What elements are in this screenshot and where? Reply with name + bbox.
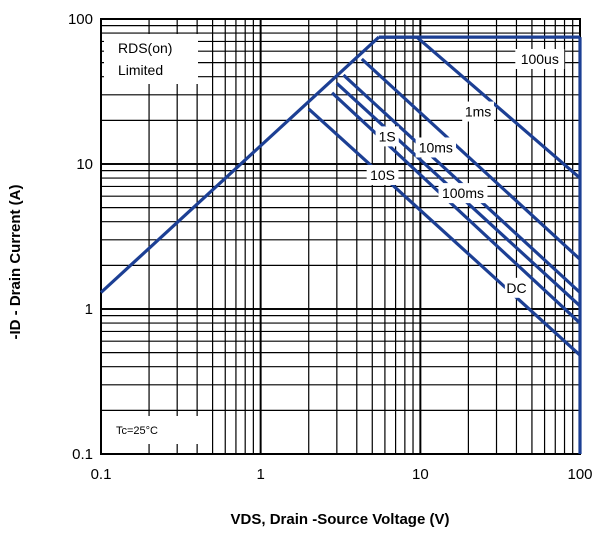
rds-label-line1: RDS(on) (118, 40, 172, 56)
curves (99, 35, 582, 454)
curve-label-10s: 10S (370, 167, 395, 183)
y-tick-label: 10 (76, 156, 93, 173)
soa-curve-dc (307, 107, 582, 357)
x-axis-title: VDS, Drain -Source Voltage (V) (231, 511, 450, 528)
y-tick-label: 1 (85, 301, 93, 318)
y-tick-label: 100 (68, 11, 93, 28)
curve-label-bg-1ms (462, 101, 494, 122)
soa-curve-rds-on-limited (99, 35, 380, 294)
soa-curve-1ms (378, 35, 582, 180)
soa-curve-10s (331, 91, 582, 325)
y-axis-title: -ID - Drain Current (A) (7, 185, 24, 340)
curve-label-bg-10ms (415, 137, 457, 158)
curve-label-1ms: 1ms (465, 104, 491, 120)
temperature-label-bg (104, 416, 198, 444)
plot-frame (100, 18, 581, 455)
soa-curve-10ms (360, 57, 582, 261)
curve-labels: 100us 1ms 10ms 1S 10S 100ms DC (366, 48, 565, 298)
grid (100, 18, 581, 455)
x-tick-label: 10 (412, 466, 429, 483)
x-tick-label: 0.1 (91, 466, 112, 483)
curve-label-bg-1s (375, 126, 399, 147)
curve-label-bg-100us (515, 48, 565, 69)
curve-label-bg-dc (504, 277, 529, 298)
tick-labels: 0.1 1 10 100 0.1 1 10 100 (68, 11, 593, 483)
curve-label-10ms: 10ms (419, 139, 453, 155)
curve-label-dc: DC (506, 280, 526, 296)
rds-label-line2: Limited (118, 62, 163, 78)
y-tick-label: 0.1 (72, 446, 93, 463)
curve-label-bg-10s (366, 164, 399, 185)
x-tick-label: 100 (567, 466, 592, 483)
curve-label-1s: 1S (379, 128, 396, 144)
x-tick-label: 1 (256, 466, 264, 483)
curve-label-100us: 100us (521, 51, 559, 67)
curve-label-100ms: 100ms (442, 185, 484, 201)
curve-label-bg-100ms (438, 183, 488, 204)
rds-label-bg (104, 34, 198, 84)
temperature-label: Tc=25°C (116, 425, 158, 437)
